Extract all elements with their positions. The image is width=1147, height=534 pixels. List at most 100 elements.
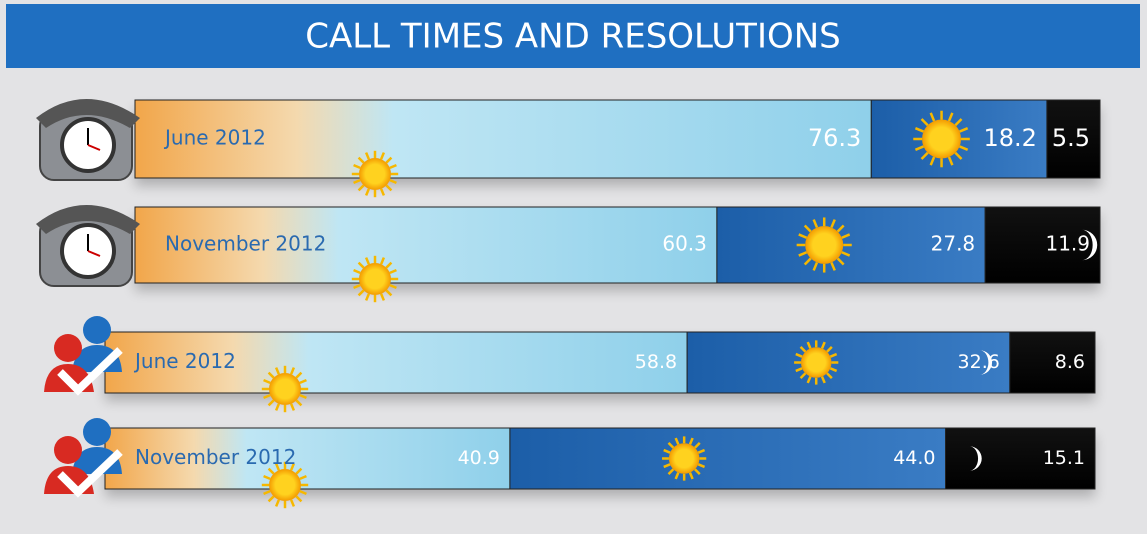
moon: [979, 350, 993, 375]
value-label: 18.2: [983, 124, 1036, 152]
sun-ray: [289, 463, 296, 471]
sun-ray: [830, 219, 836, 228]
sun-ray: [357, 184, 365, 192]
value-label: 40.9: [458, 447, 500, 469]
sun-ray: [694, 468, 701, 476]
sun: [269, 373, 301, 405]
sun-ray: [795, 367, 803, 373]
sun-ray: [379, 257, 386, 265]
sun-ray: [959, 127, 969, 133]
people-icon: [44, 418, 123, 498]
sun-ray: [954, 118, 963, 127]
value-label: 11.9: [1045, 232, 1090, 256]
sun: [800, 347, 832, 378]
value-label: 32.6: [958, 351, 1000, 373]
sun-ray: [299, 393, 307, 400]
value-label: 76.3: [808, 124, 861, 152]
sun-ray: [357, 156, 365, 164]
sun-ray: [385, 289, 393, 297]
sun-ray: [289, 367, 296, 375]
sun-ray: [289, 499, 296, 507]
sun-ray: [820, 376, 826, 384]
sun-ray: [663, 463, 671, 469]
sun: [359, 158, 391, 190]
value-label: 44.0: [893, 447, 935, 469]
sun-ray: [674, 472, 680, 480]
sun-ray: [929, 156, 936, 166]
sun-ray: [263, 393, 271, 400]
sun-ray: [263, 474, 271, 481]
bar-segment: [945, 427, 1096, 490]
category-label: June 2012: [163, 126, 266, 150]
sun-ray: [263, 489, 271, 496]
sun-ray: [826, 372, 833, 380]
sun-ray: [667, 441, 675, 449]
sun-ray: [267, 371, 275, 379]
sun-ray: [829, 352, 838, 358]
moon: [969, 446, 982, 471]
sun-ray: [364, 188, 371, 196]
sun-ray: [389, 268, 397, 275]
sun: [805, 226, 844, 264]
sun-ray: [379, 188, 386, 196]
sun-ray: [389, 163, 397, 170]
sun-ray: [357, 261, 365, 269]
sun: [668, 443, 700, 474]
sun-ray: [806, 341, 812, 349]
sun-ray: [295, 399, 303, 407]
sun-ray: [697, 463, 706, 469]
sun-ray: [353, 268, 361, 275]
sun-ray: [364, 257, 371, 265]
sun: [922, 119, 962, 159]
sun-ray: [274, 367, 281, 375]
sun-ray: [385, 184, 393, 192]
header-band: [6, 4, 1140, 68]
sun-ray: [688, 472, 694, 480]
sun-ray: [385, 156, 393, 164]
sun-ray: [357, 289, 365, 297]
sun-ray: [364, 293, 371, 301]
sun-ray: [795, 352, 803, 358]
value-label: 27.8: [931, 232, 976, 256]
bar-segment: [1009, 331, 1096, 394]
bar-segment: [134, 206, 718, 284]
bar-segment: [104, 331, 688, 394]
sun-ray: [379, 152, 386, 160]
sun-ray: [812, 262, 819, 271]
sun-ray: [836, 257, 845, 266]
sun-ray: [829, 367, 838, 373]
sun-ray: [914, 145, 925, 151]
category-label: November 2012: [135, 445, 296, 469]
sun-ray: [667, 468, 675, 476]
sun-ray: [389, 283, 397, 290]
bar-segment: [984, 206, 1101, 284]
value-label: 58.8: [635, 351, 677, 373]
sun-ray: [385, 261, 393, 269]
value-label: 60.3: [662, 232, 707, 256]
sun-ray: [826, 345, 833, 353]
sun-ray: [295, 371, 303, 379]
sun-ray: [841, 251, 851, 257]
category-label: November 2012: [165, 232, 326, 256]
sun-ray: [353, 163, 361, 170]
sun-ray: [820, 341, 826, 349]
sun-ray: [688, 437, 694, 445]
sun-ray: [920, 151, 929, 160]
sun-ray: [947, 156, 954, 166]
category-label: June 2012: [133, 349, 236, 373]
value-label: 8.6: [1055, 351, 1085, 373]
sun-ray: [959, 145, 969, 151]
people-icon: [44, 316, 123, 396]
sun-ray: [274, 403, 281, 411]
sun-ray: [389, 178, 397, 185]
sun-ray: [353, 283, 361, 290]
bar-segment: [509, 427, 947, 490]
sun-ray: [274, 463, 281, 471]
sun: [359, 263, 391, 295]
sun-ray: [920, 118, 929, 127]
phone-icon: [36, 99, 140, 181]
sun-ray: [364, 152, 371, 160]
phone-icon: [36, 205, 140, 287]
sun-ray: [806, 376, 812, 384]
